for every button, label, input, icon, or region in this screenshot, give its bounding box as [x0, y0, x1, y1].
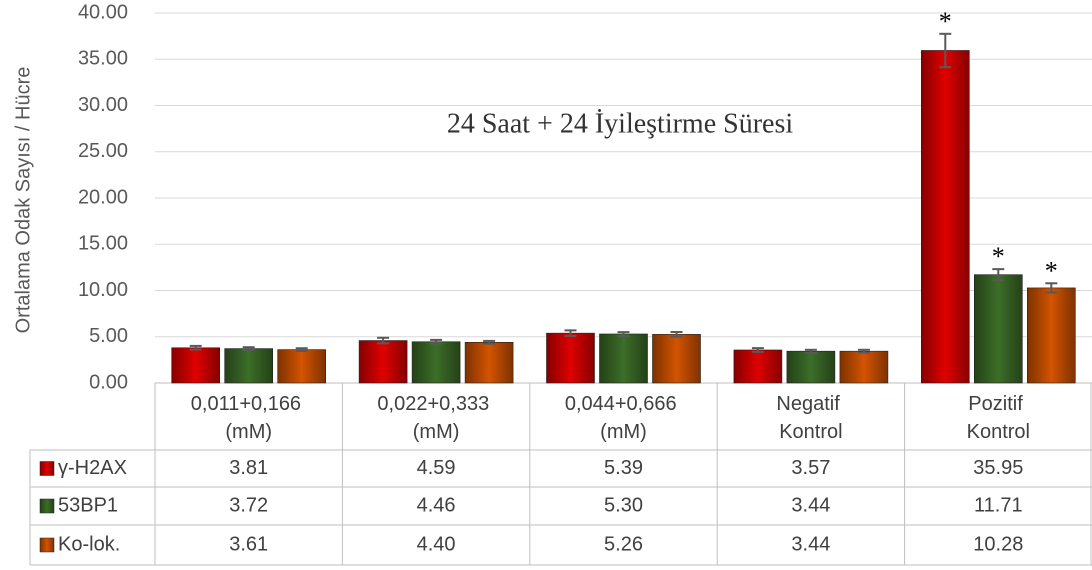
chart-title: 24 Saat + 24 İyileştirme Süresi — [447, 108, 794, 139]
bar — [599, 333, 648, 384]
legend-swatch — [39, 498, 55, 514]
bar — [224, 348, 273, 384]
bar — [1027, 287, 1076, 384]
legend-swatch — [39, 461, 55, 476]
table-value: 3.44 — [791, 494, 830, 516]
table-value: 4.40 — [417, 533, 456, 555]
y-tick-label: 25.00 — [78, 140, 128, 162]
y-axis-label: Ortalama Odak Sayısı / Hücre — [12, 67, 34, 334]
legend-swatch — [39, 537, 55, 553]
significance-marker: * — [939, 7, 952, 36]
table-value: 10.28 — [973, 533, 1023, 555]
bar — [652, 334, 701, 384]
y-tick-label: 20.00 — [78, 186, 128, 208]
x-tick-label: 0,011+0,166 (mM) — [191, 393, 307, 443]
table-value: 35.95 — [973, 457, 1023, 479]
table-value: 11.71 — [974, 494, 1023, 516]
y-tick-label: 40.00 — [78, 1, 128, 23]
x-tick-label: 0,022+0,333 (mM) — [377, 393, 494, 443]
table-value: 3.72 — [229, 494, 268, 516]
table-value: 4.59 — [417, 457, 456, 479]
bar — [171, 347, 220, 384]
bar — [411, 341, 461, 384]
bar — [277, 349, 327, 384]
table-value: 4.46 — [417, 494, 456, 516]
y-tick-label: 30.00 — [78, 94, 128, 116]
table-value: 5.39 — [604, 457, 643, 479]
x-tick-label: Pozitif Kontrol — [967, 393, 1030, 443]
table-value: 3.81 — [229, 457, 268, 479]
table-value: 5.30 — [604, 494, 643, 516]
legend-label: 53BP1 — [58, 494, 118, 516]
table-value: 5.26 — [604, 533, 643, 555]
y-tick-label: 10.00 — [78, 279, 128, 301]
table-value: 3.44 — [791, 533, 830, 555]
legend-label: Ko-lok. — [58, 533, 120, 555]
x-tick-label: 0,044+0,666 (mM) — [565, 393, 682, 443]
table-value: 3.57 — [791, 457, 830, 479]
y-tick-label: 5.00 — [89, 325, 128, 347]
legend-label: γ-H2AX — [58, 457, 127, 479]
bar — [839, 350, 889, 384]
significance-marker: * — [1045, 256, 1058, 285]
bar — [973, 274, 1023, 384]
x-tick-label: Negatif Kontrol — [776, 393, 845, 443]
y-tick-label: 15.00 — [78, 233, 128, 255]
bar — [358, 340, 408, 384]
table-value: 3.61 — [229, 533, 268, 555]
y-tick-label: 0.00 — [89, 371, 128, 393]
significance-marker: * — [992, 242, 1005, 271]
bar — [464, 341, 514, 384]
bar — [786, 350, 836, 384]
bar — [733, 349, 783, 384]
y-tick-label: 35.00 — [78, 48, 128, 70]
bar — [546, 332, 595, 384]
bar — [920, 50, 970, 384]
